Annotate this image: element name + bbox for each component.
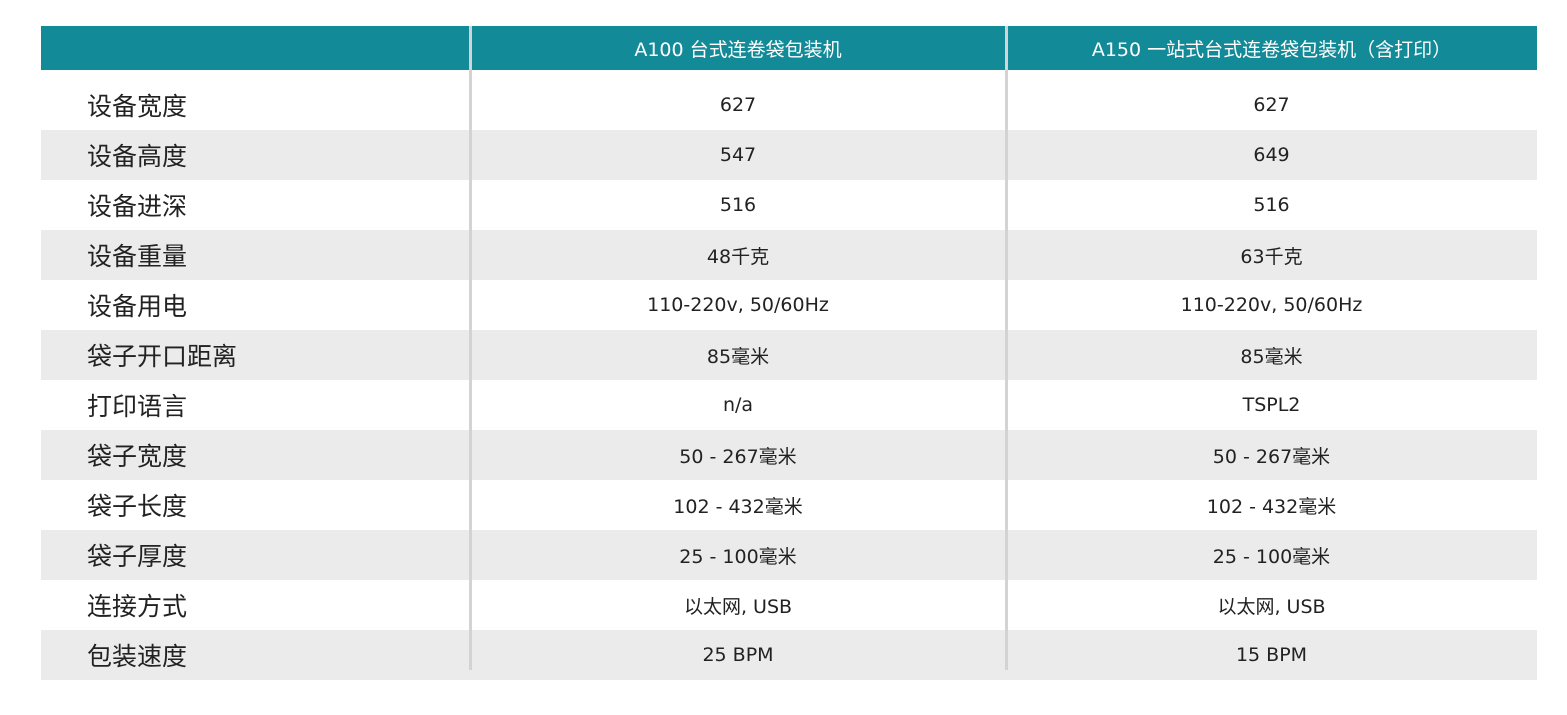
a150-value: 102 - 432毫米: [1206, 495, 1337, 518]
a100-value: 627: [719, 94, 757, 116]
table-body: 设备宽度 627 627 设备高度 547 649 设备进深 516 516 设备重量 48千克 63…: [41, 70, 1537, 680]
table-row: 设备用电 110-220v, 50/60Hz 110-220v, 50/60Hz: [41, 280, 1537, 330]
row-label: 袋子开口距离: [87, 342, 238, 371]
table-row: 袋子厚度 25 - 100毫米 25 - 100毫米: [41, 530, 1537, 580]
row-label: 袋子长度: [87, 492, 188, 521]
row-label: 设备用电: [87, 292, 188, 321]
a150-value: 627: [1253, 94, 1290, 116]
row-label: 设备宽度: [87, 92, 188, 121]
row-label: 包装速度: [87, 642, 188, 671]
a100-value: 110-220v, 50/60Hz: [647, 294, 829, 316]
spec-comparison-table: A100 台式连卷袋包装机 A150 一站式台式连卷袋包装机（含打印） 设备宽度…: [41, 26, 1537, 680]
table-row: 袋子宽度 50 - 267毫米 50 - 267毫米: [41, 430, 1537, 480]
table-header: A100 台式连卷袋包装机 A150 一站式台式连卷袋包装机（含打印）: [41, 26, 1537, 70]
table-row: 袋子长度 102 - 432毫米 102 - 432毫米: [41, 480, 1537, 530]
a100-value: 516: [719, 194, 757, 216]
a150-value: 110-220v, 50/60Hz: [1180, 294, 1363, 316]
a150-value: 50 - 267毫米: [1212, 445, 1331, 468]
column-divider: [1005, 26, 1008, 670]
table-row: 打印语言 n/a TSPL2: [41, 380, 1537, 430]
a100-value: 25 BPM: [702, 644, 774, 666]
table-row: 袋子开口距离 85毫米 85毫米: [41, 330, 1537, 380]
table-row: 设备重量 48千克 63千克: [41, 230, 1537, 280]
a150-value: 516: [1253, 194, 1290, 216]
a150-value: 85毫米: [1240, 345, 1303, 368]
row-label: 打印语言: [87, 392, 188, 421]
a100-value: 547: [719, 144, 757, 166]
a150-value: 以太网, USB: [1217, 595, 1326, 618]
a100-value: 50 - 267毫米: [679, 445, 797, 468]
row-label: 设备进深: [87, 192, 188, 221]
header-a150: A150 一站式台式连卷袋包装机（含打印）: [1091, 38, 1452, 61]
a100-value: 85毫米: [706, 345, 770, 368]
a150-value: 25 - 100毫米: [1212, 545, 1331, 568]
a100-value: 48千克: [706, 245, 770, 268]
row-label: 设备重量: [87, 242, 188, 271]
table-row: 连接方式 以太网, USB 以太网, USB: [41, 580, 1537, 630]
a150-value: 63千克: [1240, 245, 1303, 268]
header-a100: A100 台式连卷袋包装机: [634, 38, 842, 61]
a150-value: TSPL2: [1242, 394, 1301, 416]
table-row: 设备宽度 627 627: [41, 70, 1537, 130]
a100-value: 102 - 432毫米: [673, 495, 803, 518]
a150-value: 15 BPM: [1235, 644, 1308, 666]
column-divider: [469, 26, 472, 670]
a100-value: 25 - 100毫米: [679, 545, 797, 568]
row-label: 袋子厚度: [87, 542, 188, 571]
row-label: 设备高度: [87, 142, 188, 171]
a150-value: 649: [1253, 144, 1290, 166]
a100-value: n/a: [722, 394, 754, 416]
row-label: 袋子宽度: [87, 442, 188, 471]
a100-value: 以太网, USB: [683, 595, 793, 618]
table-row: 包装速度 25 BPM 15 BPM: [41, 630, 1537, 680]
table-row: 设备进深 516 516: [41, 180, 1537, 230]
table-row: 设备高度 547 649: [41, 130, 1537, 180]
header-label-column: [41, 26, 470, 70]
row-label: 连接方式: [87, 592, 188, 621]
